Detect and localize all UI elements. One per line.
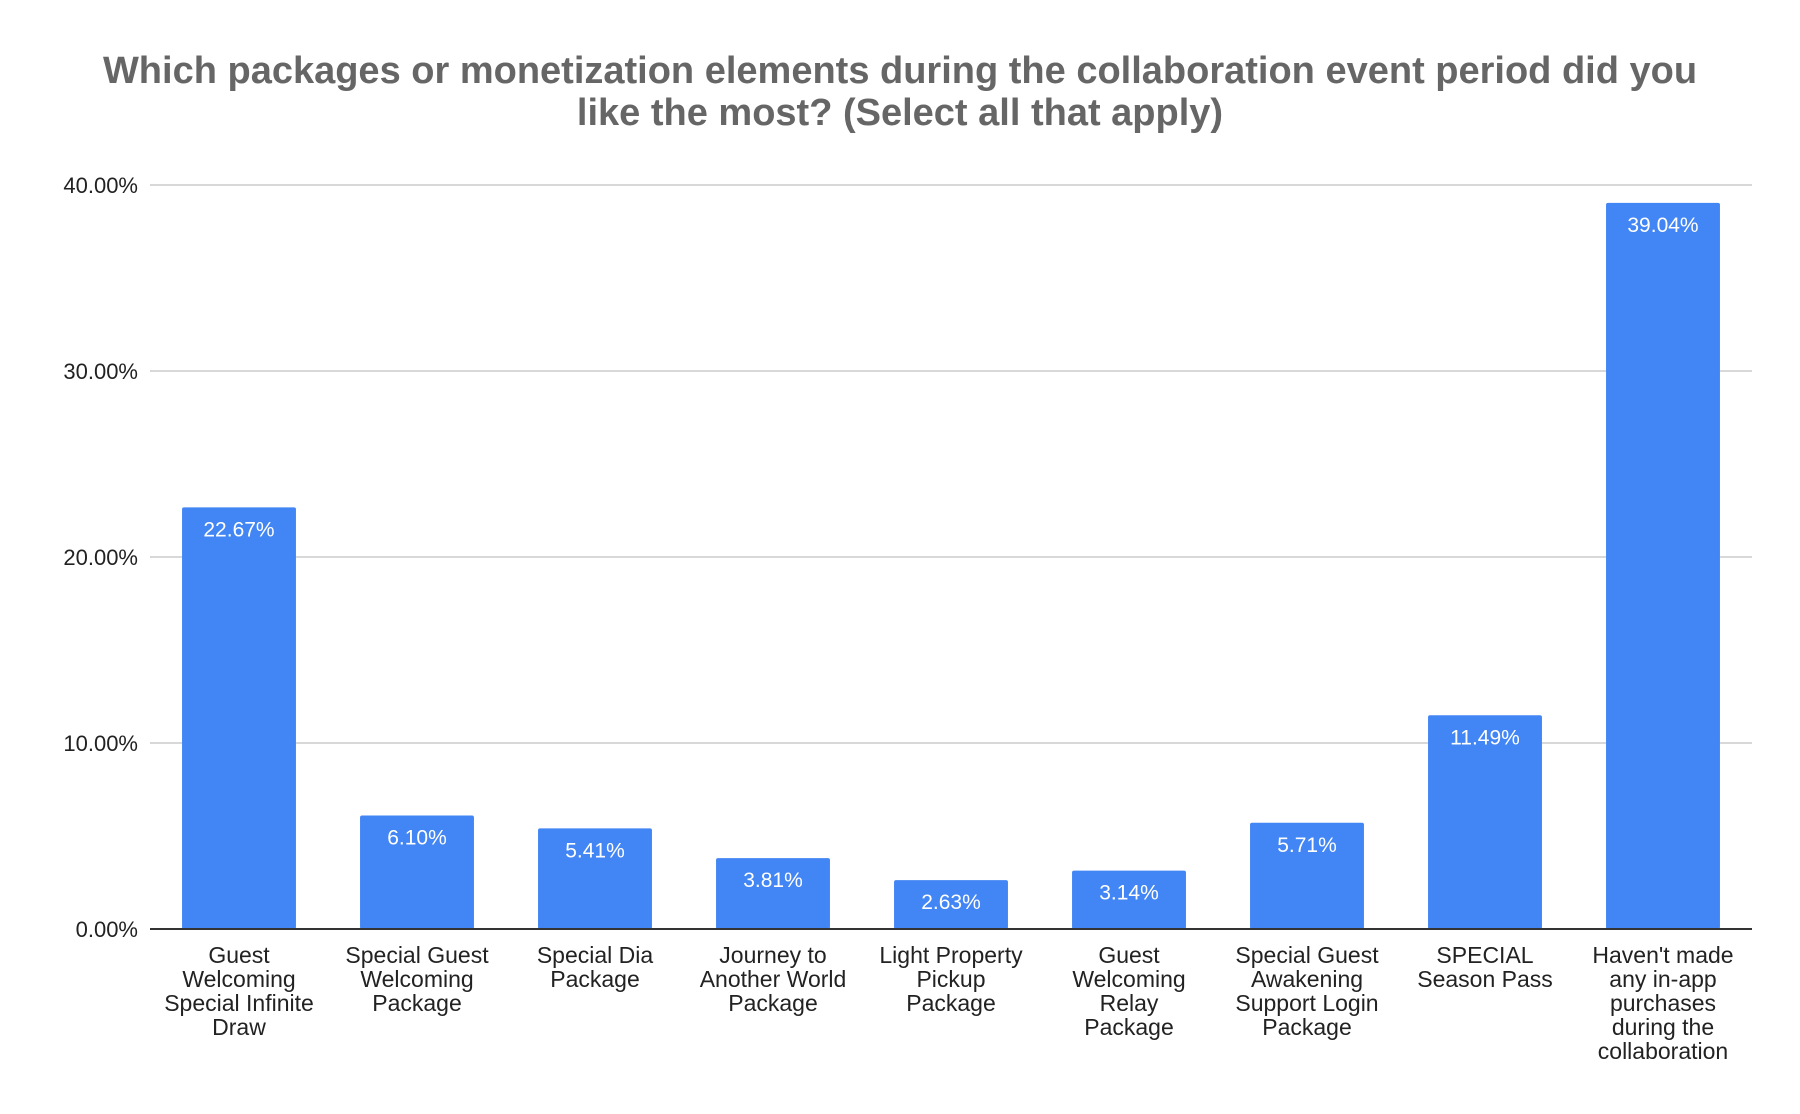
category-label: Support Login (1235, 990, 1378, 1016)
y-tick-label: 10.00% (63, 731, 138, 756)
bar (182, 507, 296, 929)
category-label: any in-app (1609, 966, 1716, 992)
data-label: 5.41% (565, 839, 625, 862)
bar (716, 858, 830, 929)
category-label: Package (1262, 1014, 1352, 1040)
category-label: Guest (1098, 942, 1160, 968)
data-label: 3.81% (743, 869, 803, 892)
data-label: 11.49% (1450, 726, 1520, 749)
bar (1250, 822, 1364, 929)
category-label: Draw (212, 1014, 266, 1040)
y-axis-ticks: 0.00% 10.00% 20.00% 30.00% 40.00% (63, 173, 138, 942)
category-label: Haven't made (1592, 942, 1733, 968)
category-label: Guest (208, 942, 270, 968)
gridlines (150, 184, 1752, 744)
bar (1606, 202, 1720, 929)
category-label: during the (1612, 1014, 1714, 1040)
category-label: Package (1084, 1014, 1174, 1040)
chart-title-line-1: Which packages or monetization elements … (102, 50, 1698, 92)
category-label: Package (372, 990, 462, 1016)
bars (182, 202, 1720, 929)
category-label: Welcoming (360, 966, 473, 992)
category-label: Relay (1100, 990, 1159, 1016)
data-label: 6.10% (387, 827, 447, 850)
category-label: Special Dia (537, 942, 654, 968)
category-label: Light Property (879, 942, 1023, 968)
data-label: 22.67% (203, 518, 274, 541)
category-label: Journey to (719, 942, 826, 968)
category-label: Special Guest (1235, 942, 1379, 968)
category-label: collaboration (1598, 1038, 1728, 1064)
bar (1072, 870, 1186, 929)
category-label: Welcoming (1072, 966, 1185, 992)
category-label: Special Guest (345, 942, 489, 968)
data-label: 5.71% (1277, 834, 1337, 857)
category-label: Package (906, 990, 996, 1016)
bar (360, 815, 474, 929)
y-tick-label: 0.00% (76, 917, 138, 942)
bar (1428, 715, 1542, 929)
category-label: Another World (700, 966, 847, 992)
chart-title-line-2: like the most? (Select all that apply) (576, 92, 1224, 134)
category-label: Package (550, 966, 640, 992)
y-tick-label: 40.00% (63, 173, 138, 198)
category-label: SPECIAL (1436, 942, 1533, 968)
category-label: purchases (1610, 990, 1716, 1016)
y-tick-label: 20.00% (63, 545, 138, 570)
data-labels: 22.67% 6.10% 5.41% 3.81% 2.63% 3.14% 5.71% 11.4… (203, 214, 1698, 914)
category-label: Welcoming (182, 966, 295, 992)
category-label: Pickup (916, 966, 985, 992)
data-label: 2.63% (921, 891, 981, 914)
bar (538, 828, 652, 929)
category-label: Package (728, 990, 818, 1016)
category-label: Season Pass (1417, 966, 1553, 992)
data-label: 3.14% (1099, 882, 1159, 905)
category-label: Awakening (1251, 966, 1363, 992)
y-tick-label: 30.00% (63, 359, 138, 384)
bar (894, 880, 1008, 929)
chart-title: Which packages or monetization elements … (0, 50, 1800, 134)
category-label: Special Infinite (164, 990, 314, 1016)
data-label: 39.04% (1627, 214, 1698, 237)
